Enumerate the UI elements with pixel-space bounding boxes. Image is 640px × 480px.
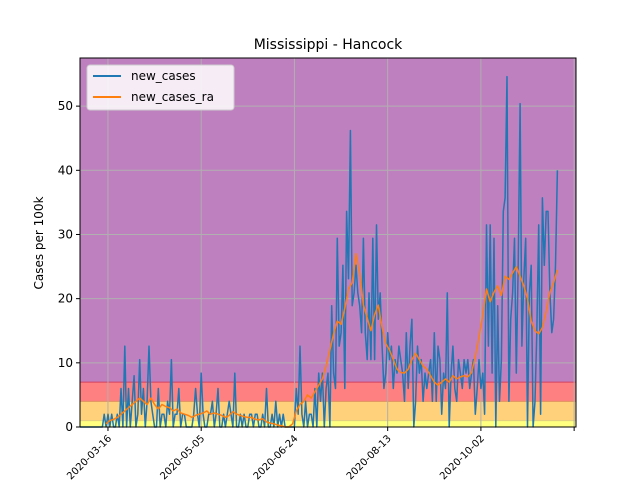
x-tick-label: 2020-10-02 (438, 433, 487, 480)
y-tick-label: 30 (58, 227, 73, 241)
x-tick-label: 2020-08-13 (345, 433, 394, 480)
x-tick-label: 2020-05-05 (158, 433, 207, 480)
x-tick-label: 2020-03-16 (65, 433, 114, 480)
legend-box (86, 64, 235, 111)
chart-title: Mississippi - Hancock (254, 37, 403, 53)
series-line-new-cases-ra (105, 252, 559, 428)
y-axis: 0 10 20 30 40 50 (58, 99, 80, 434)
series-line-new-cases (80, 75, 559, 428)
plot-frame (79, 57, 577, 428)
y-tick-label: 40 (58, 163, 73, 177)
x-axis: 2020-03-16 2020-05-05 2020-06-24 2020-08-13… (65, 427, 575, 480)
x-tick-label: 2020-06-24 (252, 433, 301, 480)
y-tick-label: 0 (65, 420, 73, 434)
band-0 (80, 420, 576, 427)
y-tick-label: 10 (58, 356, 73, 370)
legend-label: new_cases (131, 69, 196, 83)
legend: new_cases new_cases_ra (86, 64, 235, 111)
y-tick-label: 20 (58, 292, 73, 306)
y-axis-label: Cases per 100k (32, 196, 46, 289)
series-layer (80, 75, 559, 428)
y-tick-label: 50 (58, 99, 73, 113)
legend-label: new_cases_ra (131, 90, 214, 104)
